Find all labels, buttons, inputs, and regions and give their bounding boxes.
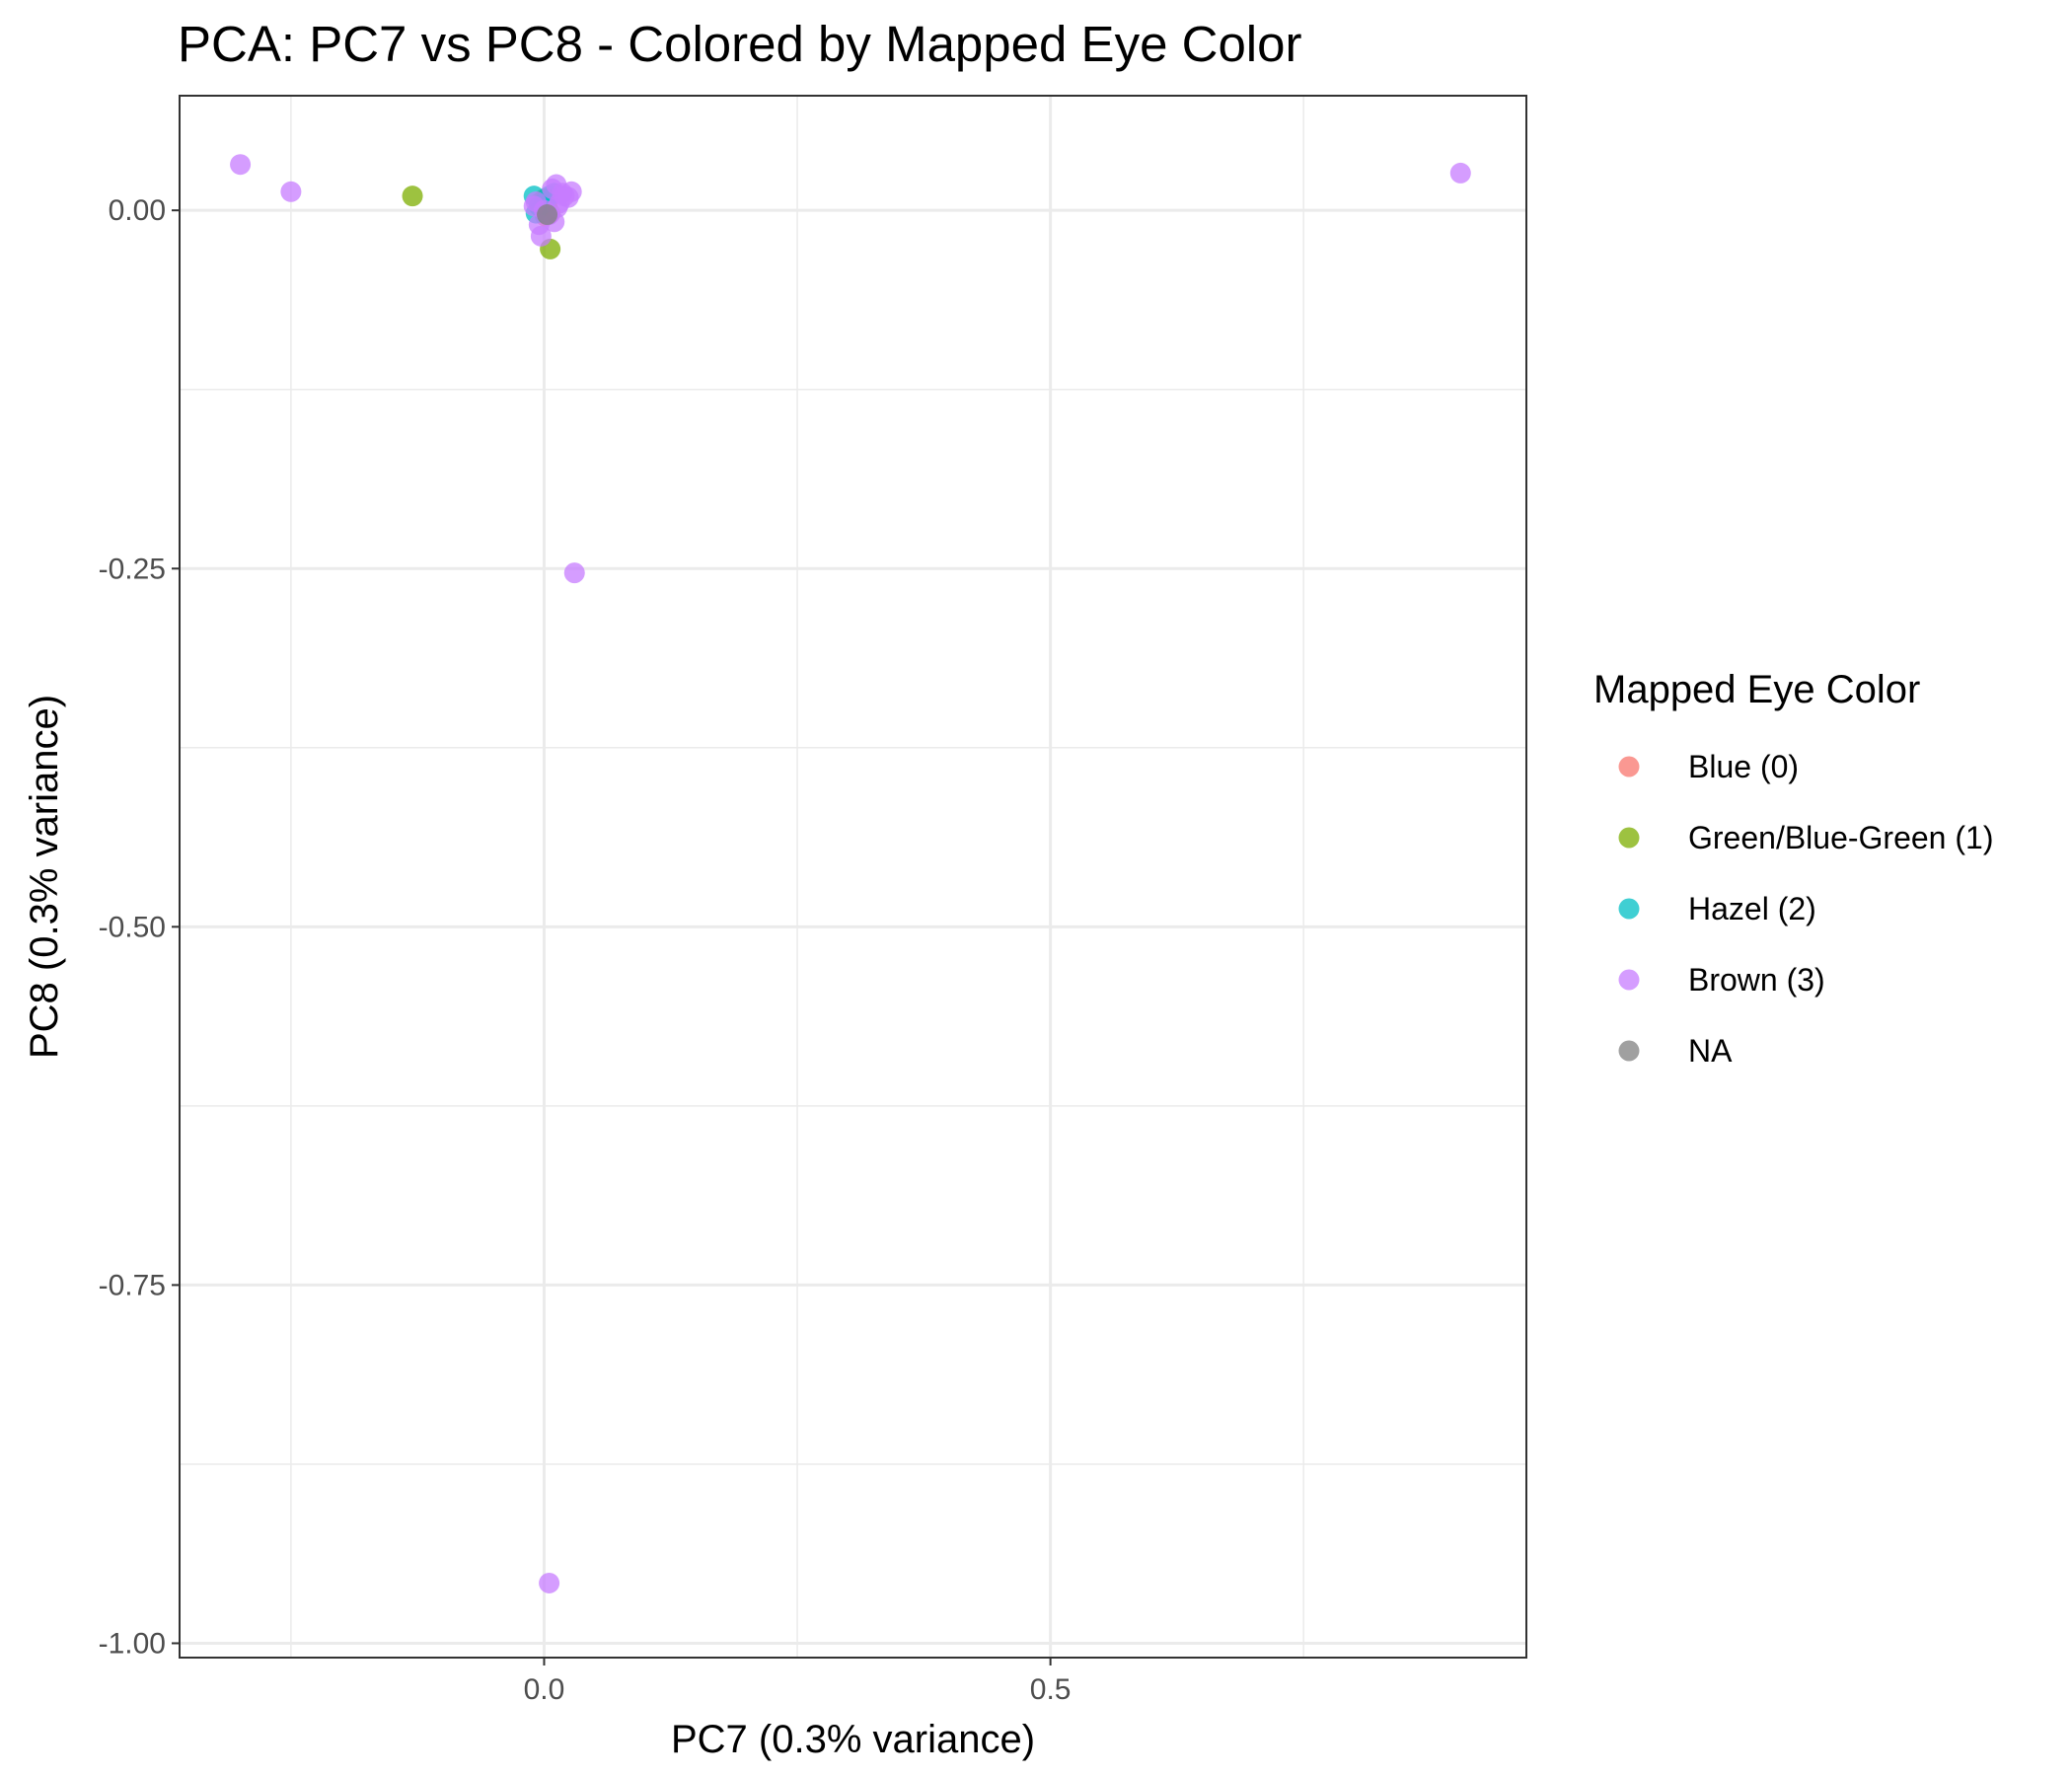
x-axis-title: PC7 (0.3% variance) bbox=[671, 1718, 1035, 1761]
y-axis-title: PC8 (0.3% variance) bbox=[23, 695, 66, 1059]
y-tick-label: -0.75 bbox=[99, 1269, 166, 1301]
grid-layer bbox=[180, 96, 1526, 1658]
axis-layer: 0.0 0.5 0.00 -0.25 -0.50 -0.75 -1.00 bbox=[99, 194, 1072, 1706]
legend-items: Blue (0) Green/Blue-Green (1) Hazel (2) Bro… bbox=[1618, 749, 1993, 1069]
legend-key bbox=[1618, 827, 1640, 849]
legend-label: Brown (3) bbox=[1688, 962, 1825, 998]
data-point bbox=[1449, 162, 1471, 184]
data-point bbox=[230, 154, 252, 176]
data-point bbox=[537, 204, 558, 226]
data-point bbox=[530, 225, 552, 247]
legend-key bbox=[1618, 898, 1640, 920]
x-tick-label: 0.0 bbox=[524, 1673, 565, 1706]
legend-key bbox=[1618, 1040, 1640, 1062]
data-point bbox=[402, 185, 423, 207]
data-point bbox=[539, 1572, 560, 1593]
legend-key bbox=[1618, 756, 1640, 777]
y-tick-label: -0.50 bbox=[99, 911, 166, 943]
legend-label: Hazel (2) bbox=[1688, 891, 1816, 926]
chart-title: PCA: PC7 vs PC8 - Colored by Mapped Eye … bbox=[178, 16, 1301, 72]
legend-key bbox=[1618, 969, 1640, 991]
data-point bbox=[542, 178, 563, 199]
legend-label: NA bbox=[1688, 1033, 1733, 1069]
y-tick-label: -1.00 bbox=[99, 1627, 166, 1660]
data-point bbox=[280, 181, 302, 202]
y-tick-label: 0.00 bbox=[109, 194, 166, 227]
x-tick-label: 0.5 bbox=[1030, 1673, 1072, 1706]
legend-title: Mapped Eye Color bbox=[1593, 668, 1920, 711]
y-tick-label: -0.25 bbox=[99, 553, 166, 585]
points-layer bbox=[230, 154, 1471, 1593]
legend-label: Blue (0) bbox=[1688, 749, 1799, 784]
plot-border bbox=[179, 95, 1527, 1659]
data-point bbox=[563, 562, 585, 584]
legend-label: Green/Blue-Green (1) bbox=[1688, 820, 1993, 855]
legend: Mapped Eye Color Blue (0) Green/Blue-Gree… bbox=[1593, 668, 1993, 1069]
